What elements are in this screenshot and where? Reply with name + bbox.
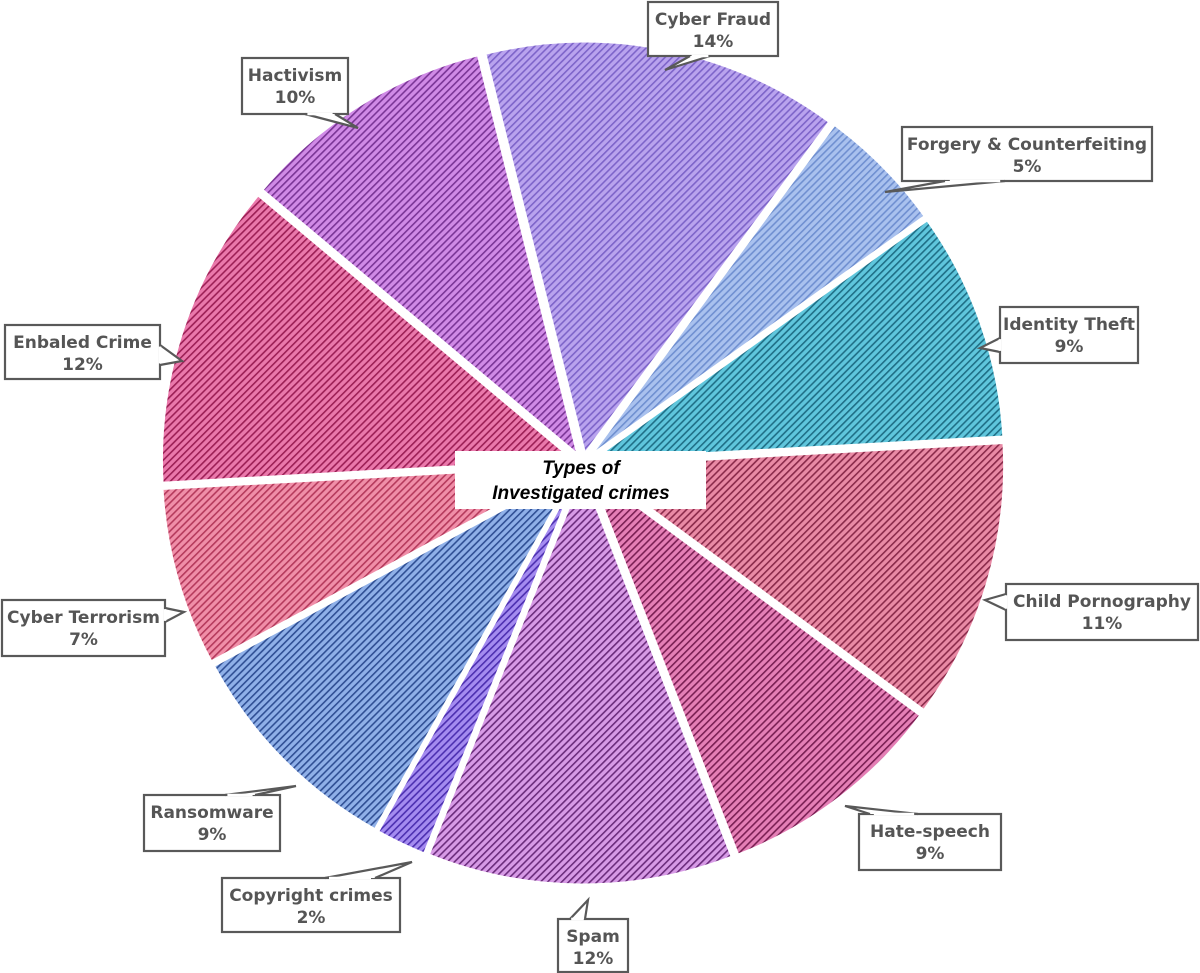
pie-slice-enbaled-crime	[160, 192, 579, 485]
pie-slice-forgery-counterfeiting	[588, 122, 928, 458]
pie-slice-child-pornography	[587, 440, 1007, 713]
pie-slice-hactivism	[259, 52, 581, 460]
slice-label: Cyber Terrorism	[7, 608, 160, 628]
pie-slice-ransomware	[211, 465, 581, 832]
slice-label: Hate-speech	[870, 822, 990, 842]
slice-label: Forgery & Counterfeiting	[907, 135, 1147, 155]
slice-percent: 12%	[62, 355, 103, 375]
slice-percent: 9%	[198, 825, 227, 845]
slice-label: Cyber Fraud	[655, 10, 771, 30]
slice-percent: 7%	[69, 630, 98, 650]
slice-percent: 5%	[1013, 157, 1042, 177]
slice-percent: 10%	[275, 88, 316, 108]
pie-slice-identity-theft	[586, 217, 1006, 462]
pie-slice-spam	[426, 467, 735, 887]
chart-title-line-2: Investigated crimes	[492, 483, 669, 504]
slice-percent: 14%	[693, 32, 734, 52]
slice-percent: 9%	[916, 844, 945, 864]
pie-slices	[160, 39, 1007, 887]
slice-label: Identity Theft	[1003, 315, 1135, 335]
chart-title-line-1: Types of	[542, 458, 621, 479]
slice-percent: 9%	[1055, 337, 1084, 357]
pie-slice-hate-speech	[585, 465, 923, 858]
slice-label: Ransomware	[150, 803, 273, 823]
chart-title-box: Types of Investigated crimes	[455, 451, 706, 509]
slice-percent: 12%	[573, 949, 614, 969]
slice-label: Enbaled Crime	[13, 333, 152, 353]
slice-label: Child Pornography	[1013, 592, 1191, 612]
pie-slice-copyright-crimes	[375, 470, 581, 856]
pie-slice-cyber-terrorism	[160, 463, 576, 664]
slice-label: Hactivism	[248, 66, 342, 86]
slice-label: Spam	[566, 927, 620, 947]
slice-label: Copyright crimes	[229, 886, 393, 906]
slice-percent: 2%	[297, 908, 326, 928]
slice-percent: 11%	[1082, 614, 1123, 634]
